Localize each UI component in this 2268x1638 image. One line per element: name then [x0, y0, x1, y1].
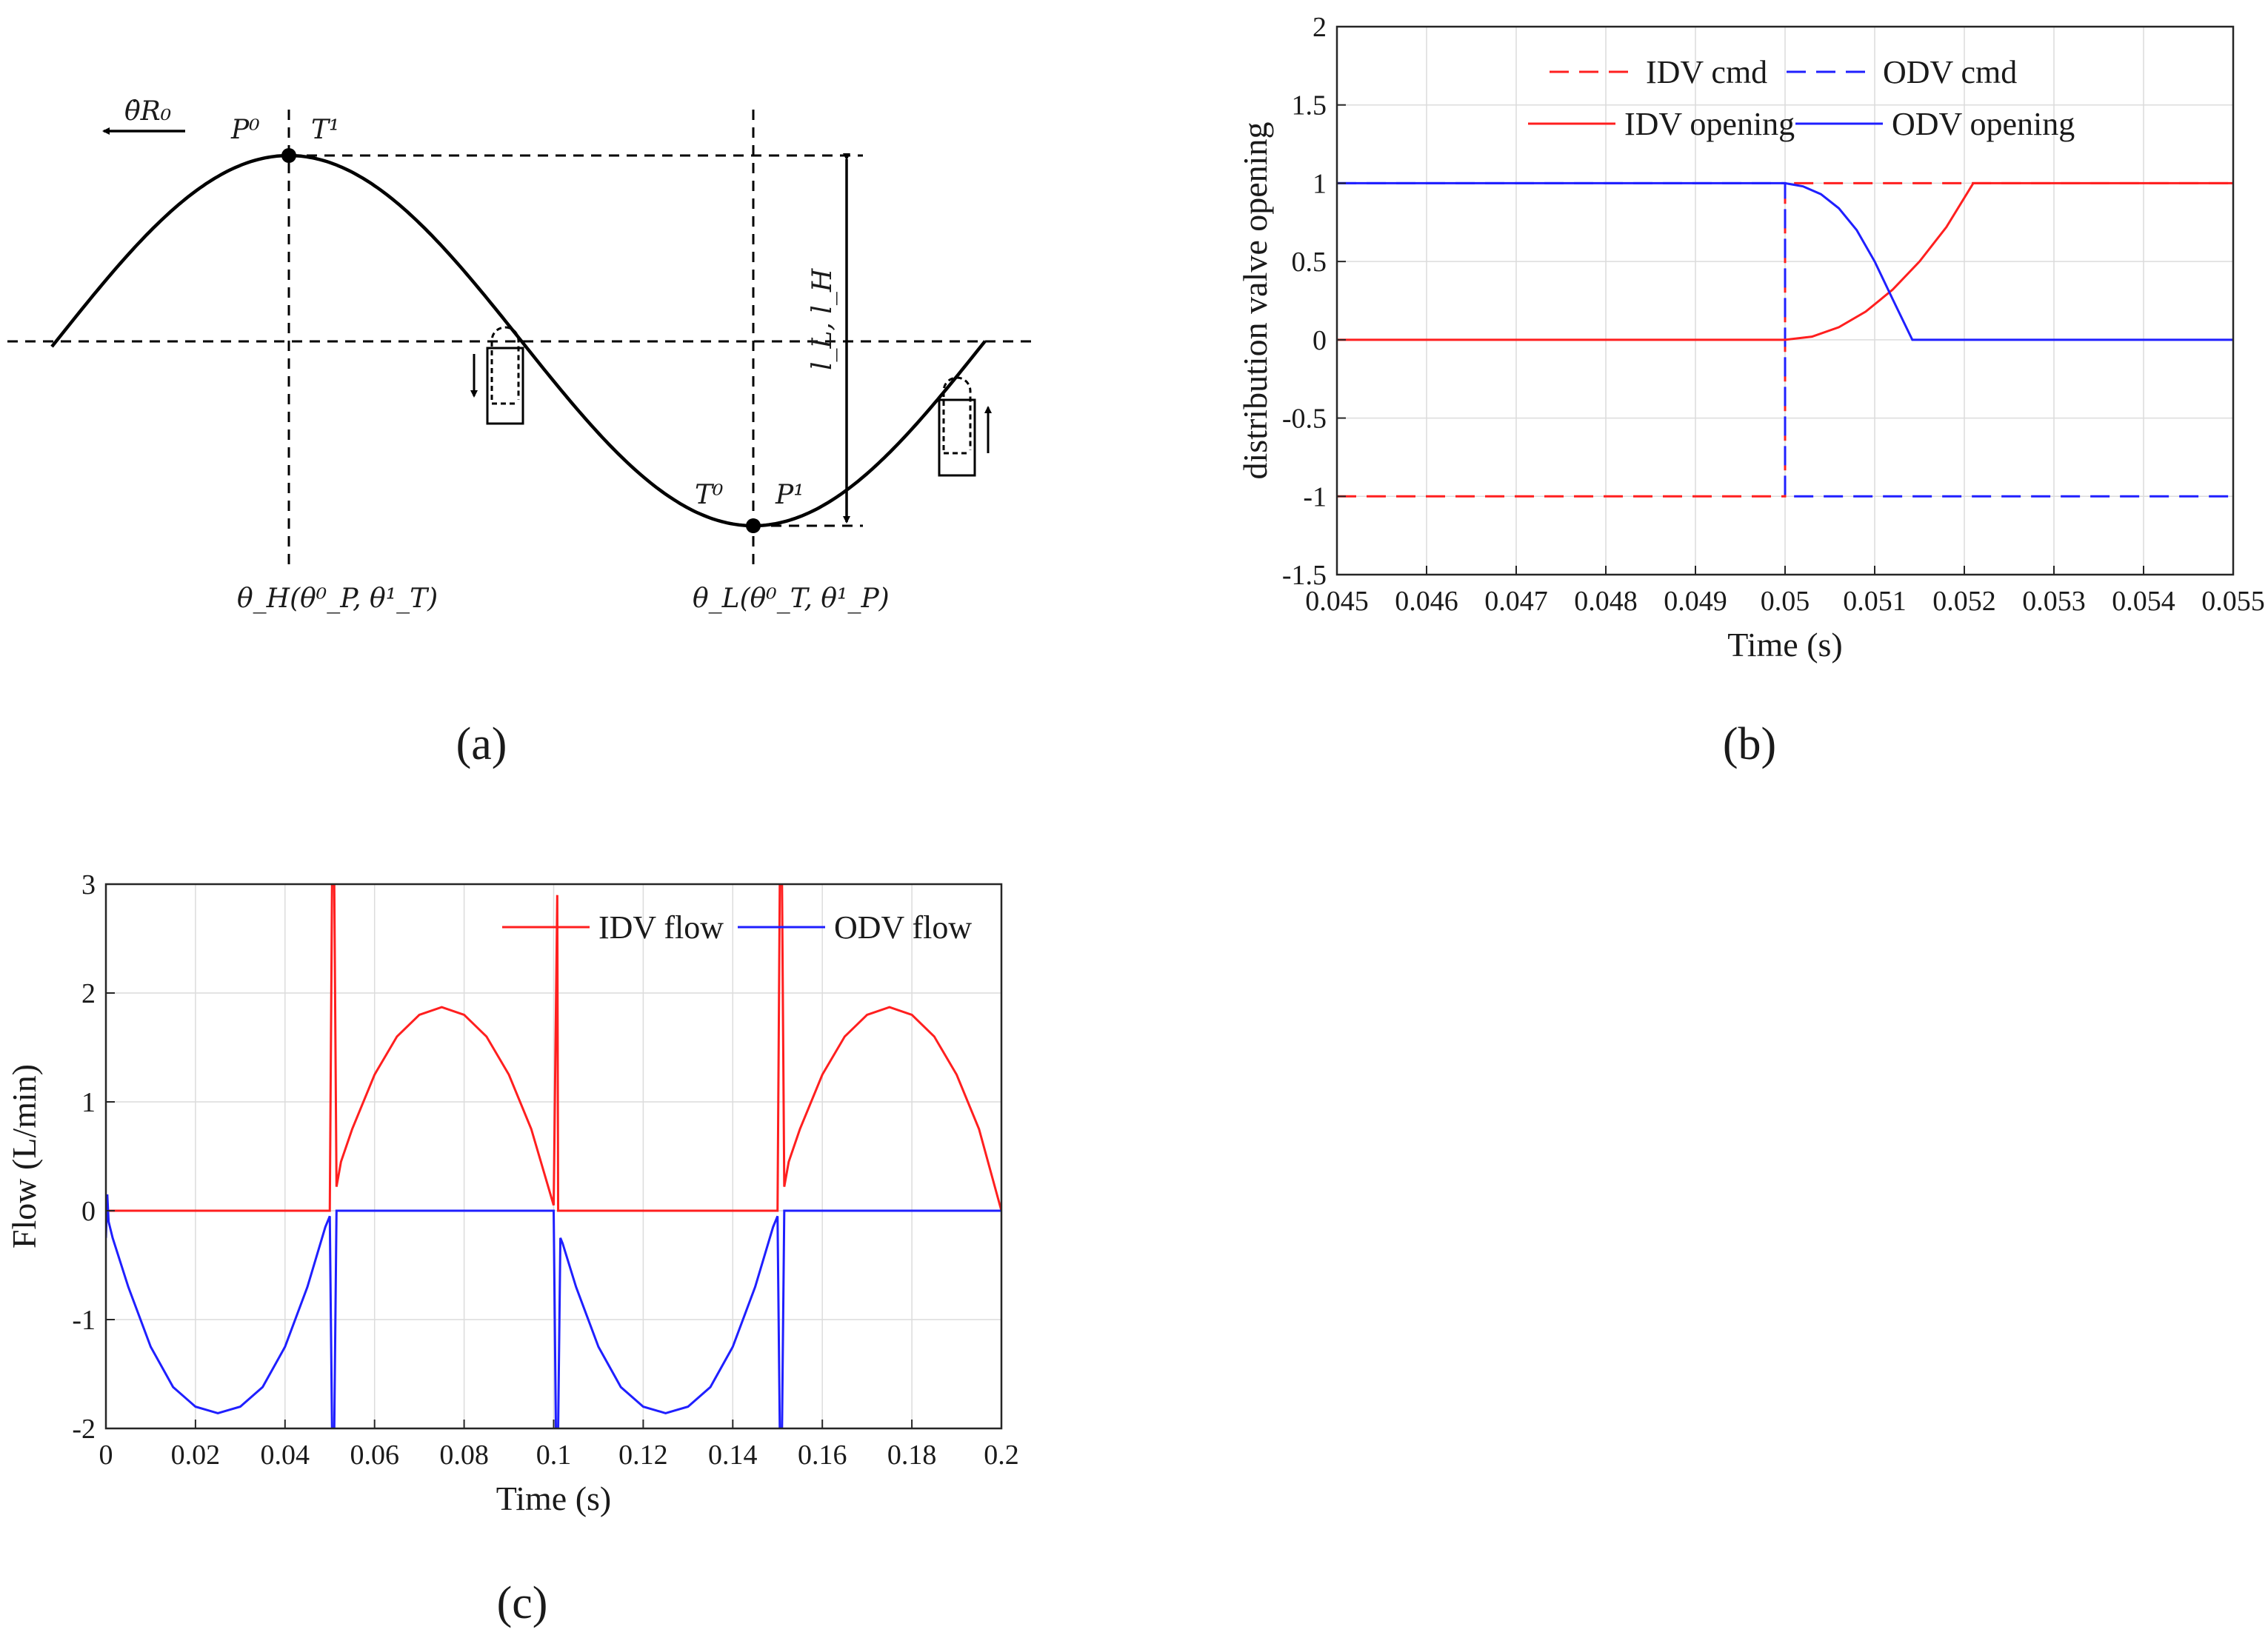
panel-label-c: (c): [497, 1578, 548, 1628]
velocity-label: θ̇R₀: [124, 96, 171, 127]
x-axis-label-c: Time (s): [496, 1480, 612, 1517]
x-tick-label: 0.045: [1305, 586, 1369, 617]
x-tick-label: 0.048: [1574, 586, 1638, 617]
y-ticks-b: -1.5 -1 -0.5 0 0.5 1 1.5 2: [1282, 12, 1346, 591]
x-tick-label: 0.047: [1484, 586, 1548, 617]
series-line-odv-opening: [1337, 181, 2233, 341]
series-line-odv-flow: [106, 1194, 1001, 1428]
y-tick-label: 0: [1313, 325, 1327, 356]
x-tick-label: 0.049: [1664, 586, 1727, 617]
peak-point: [281, 148, 296, 163]
y-tick-label: 3: [81, 869, 96, 900]
x-tick-label: 0.18: [887, 1440, 937, 1471]
x-tick-label: 0.1: [536, 1440, 572, 1471]
y-tick-label: -2: [72, 1414, 96, 1445]
y-tick-label: -1: [72, 1305, 96, 1336]
trough-point: [746, 518, 761, 533]
y-axis-label-c: Flow (L/min): [5, 1064, 43, 1248]
x-ticks-b: 0.045 0.046 0.047 0.048 0.049 0.05 0.051 0.052 0…: [1305, 566, 2265, 617]
piston-ascending-icon: [938, 376, 992, 477]
series-line-idv-opening: [1337, 181, 2233, 341]
x-tick-label: 0.12: [618, 1440, 668, 1471]
x-tick-label: 0.2: [984, 1440, 1019, 1471]
y-axis-label-b: distribution valve opening: [1236, 122, 1274, 480]
cam-profile-curve: [50, 153, 987, 528]
legend-label: ODV opening: [1892, 106, 2075, 142]
legend-label: IDV cmd: [1646, 54, 1767, 90]
piston-descending-icon: [470, 326, 524, 425]
x-tick-label: 0.052: [1932, 586, 1996, 617]
y-ticks-c: -2 -1 0 1 2 3: [72, 869, 115, 1445]
x-tick-label: 0.046: [1395, 586, 1458, 617]
y-tick-label: 2: [81, 978, 96, 1009]
y-tick-label: -0.5: [1282, 404, 1327, 435]
legend-item-odv-cmd: ODV cmd: [1787, 54, 2017, 90]
flow-chart: 0 0.02 0.04 0.06 0.08 0.1 0.12 0.14 0.16 0.18 0.2 …: [5, 869, 1019, 1517]
panel-label-a: (a): [456, 719, 507, 769]
legend-c: IDV flow ODV flow: [502, 909, 972, 946]
y-tick-label: 0: [81, 1196, 96, 1227]
x-tick-label: 0.051: [1843, 586, 1907, 617]
label-t1: T¹: [311, 115, 339, 145]
x-tick-label: 0: [99, 1440, 113, 1471]
y-tick-label: -1: [1303, 481, 1327, 512]
x-tick-label: 0.055: [2201, 586, 2265, 617]
series-group-c: [106, 884, 1001, 1428]
y-tick-label: -1.5: [1282, 560, 1327, 591]
theta-l-label: θ_L(θ⁰_T, θ¹_P): [693, 584, 890, 614]
cam-diagram: θ̇R₀ P⁰ T¹ T⁰ P¹ l_L, l_H θ_H(θ⁰_P, θ¹_T…: [7, 96, 1033, 614]
x-tick-label: 0.08: [439, 1440, 489, 1471]
x-tick-label: 0.054: [2112, 586, 2175, 617]
legend-item-odv-flow: ODV flow: [738, 909, 972, 946]
x-axis-label-b: Time (s): [1727, 626, 1843, 663]
x-tick-label: 0.04: [261, 1440, 310, 1471]
x-tick-label: 0.06: [350, 1440, 399, 1471]
y-tick-label: 1: [1313, 168, 1327, 199]
legend-label: IDV opening: [1624, 106, 1795, 142]
y-tick-label: 2: [1313, 12, 1327, 43]
x-tick-label: 0.14: [708, 1440, 758, 1471]
series-group-b: [1337, 181, 2233, 498]
legend-item-odv-opening: ODV opening: [1795, 106, 2075, 142]
legend-item-idv-cmd: IDV cmd: [1550, 54, 1767, 90]
panel-label-b: (b): [1723, 719, 1776, 769]
label-t0: T⁰: [695, 480, 723, 510]
y-tick-label: 1.5: [1292, 90, 1327, 121]
x-tick-label: 0.02: [171, 1440, 221, 1471]
legend-label: ODV cmd: [1883, 54, 2017, 90]
x-tick-label: 0.05: [1761, 586, 1810, 617]
series-line-idv-flow: [106, 884, 1001, 1212]
x-tick-label: 0.16: [798, 1440, 847, 1471]
valve-opening-chart: 0.045 0.046 0.047 0.048 0.049 0.05 0.051 0.052 0…: [1236, 12, 2265, 663]
theta-h-label: θ_H(θ⁰_P, θ¹_T): [237, 584, 438, 614]
y-tick-label: 1: [81, 1087, 96, 1118]
legend-b: IDV cmd ODV cmd IDV opening ODV opening: [1528, 54, 2075, 142]
y-tick-label: 0.5: [1292, 247, 1327, 278]
label-p0: P⁰: [230, 115, 260, 145]
legend-item-idv-opening: IDV opening: [1528, 106, 1795, 142]
legend-label: ODV flow: [834, 909, 972, 946]
legend-label: IDV flow: [598, 909, 724, 946]
stroke-label: l_L, l_H: [807, 268, 838, 370]
x-tick-label: 0.053: [2022, 586, 2086, 617]
x-ticks-c: 0 0.02 0.04 0.06 0.08 0.1 0.12 0.14 0.16 0.18 0.2: [99, 1420, 1019, 1471]
label-p1: P¹: [775, 480, 804, 510]
legend-item-idv-flow: IDV flow: [502, 909, 724, 946]
